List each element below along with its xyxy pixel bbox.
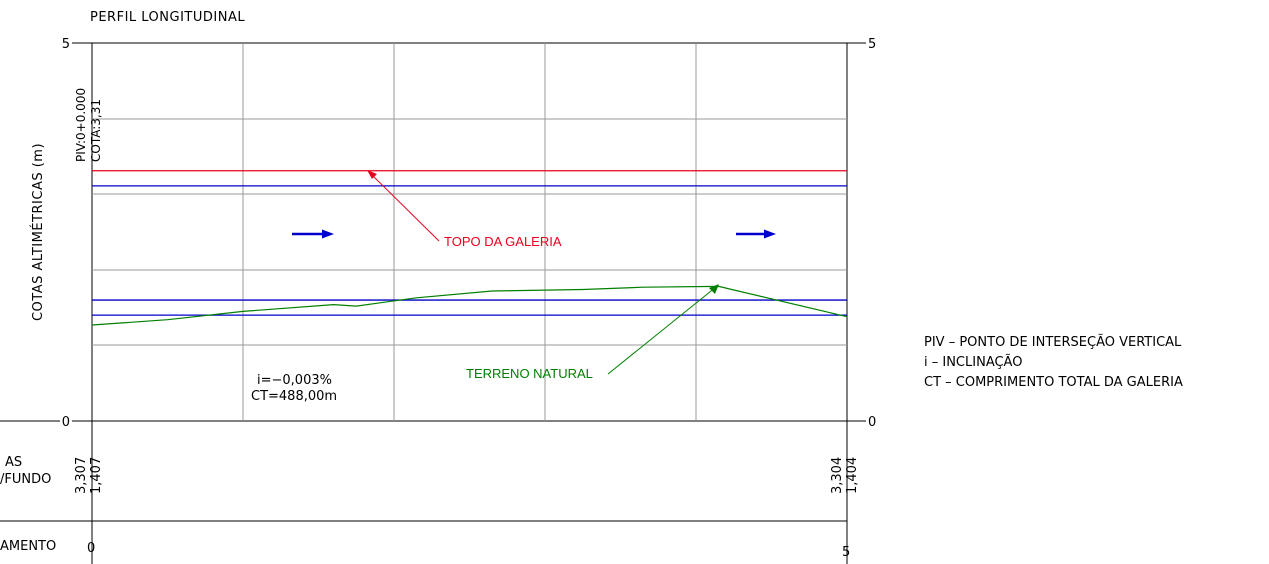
table-left-bottom-value: 1,407 bbox=[89, 457, 104, 494]
y-axis-label: COTAS ALTIMÉTRICAS (m) bbox=[30, 143, 46, 321]
piv-label: PIV:0+0.000 bbox=[74, 88, 88, 162]
legend-item-piv: PIV – PONTO DE INTERSEÇÃO VERTICAL bbox=[924, 334, 1182, 350]
legend-item-i: i – INCLINAÇÃO bbox=[924, 354, 1022, 370]
table-right-bottom-value: 1,404 bbox=[845, 457, 860, 494]
station-start: 0 bbox=[87, 541, 95, 556]
right-tick-top: 5 bbox=[868, 37, 876, 52]
vertical-grid bbox=[242, 43, 697, 421]
terrain-line bbox=[91, 285, 848, 326]
flow-arrow-left bbox=[292, 229, 334, 239]
horizontal-grid bbox=[92, 118, 847, 346]
table-row-label-2: /FUNDO bbox=[0, 472, 51, 487]
plot-frame bbox=[91, 42, 848, 422]
legend-item-ct: CT – COMPRIMENTO TOTAL DA GALERIA bbox=[924, 375, 1183, 390]
length-label: CT=488,00m bbox=[251, 389, 337, 404]
table-row-label-3: AMENTO bbox=[0, 539, 56, 554]
topo-galeria-label: TOPO DA GALERIA bbox=[444, 234, 562, 249]
piv-cota: COTA:3,31 bbox=[89, 99, 103, 162]
terreno-natural-label: TERRENO NATURAL bbox=[466, 366, 593, 381]
table-left-top-value: 3,307 bbox=[74, 457, 89, 494]
right-tick-bottom: 0 bbox=[868, 415, 876, 430]
table-row-label-1: AS bbox=[5, 455, 22, 470]
topo-leader bbox=[367, 170, 440, 242]
station-end: 5 bbox=[842, 545, 850, 560]
terrain-leader bbox=[607, 284, 719, 375]
table-right-top-value: 3,304 bbox=[830, 457, 845, 494]
profile-table-lines bbox=[0, 420, 848, 564]
flow-arrow-right bbox=[736, 229, 776, 239]
left-tick-bottom: 0 bbox=[62, 415, 70, 430]
slope-label: i=−0,003% bbox=[257, 373, 332, 388]
profile-title: PERFIL LONGITUDINAL bbox=[90, 10, 245, 25]
left-tick-top: 5 bbox=[62, 37, 70, 52]
